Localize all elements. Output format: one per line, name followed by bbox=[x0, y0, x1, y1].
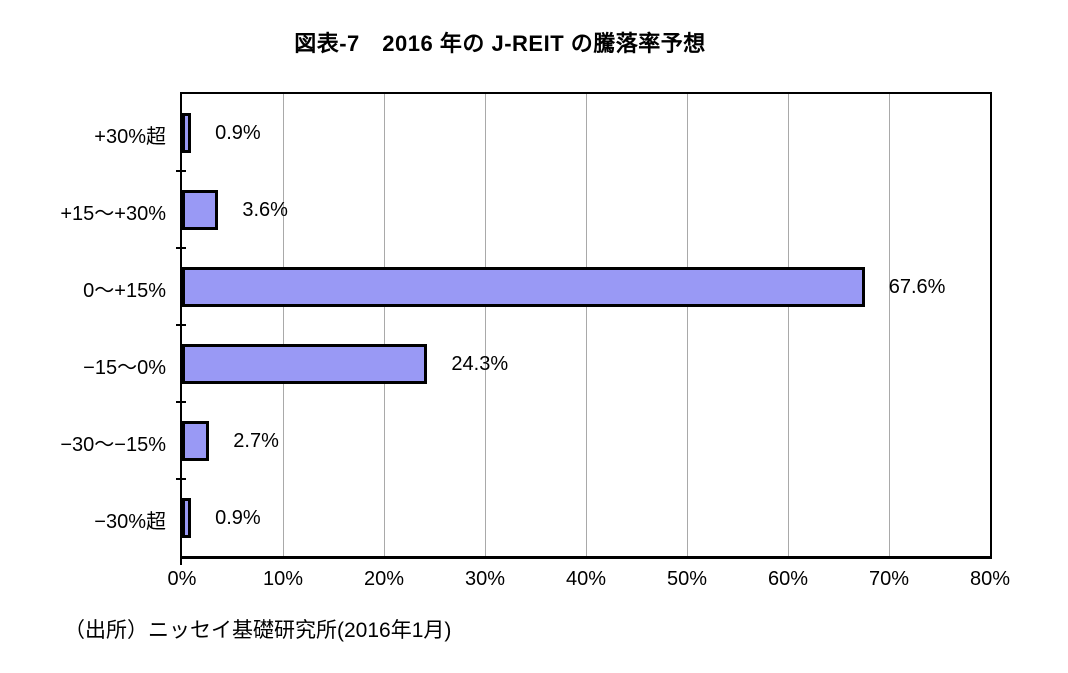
bar-value-label: 67.6% bbox=[888, 275, 946, 298]
bar bbox=[182, 420, 210, 461]
x-tick-label: 70% bbox=[868, 568, 910, 590]
bar-value-label: 2.7% bbox=[233, 429, 279, 452]
source-note: （出所）ニッセイ基礎研究所(2016年1月) bbox=[64, 619, 452, 642]
bar-value-label: 0.9% bbox=[215, 121, 261, 144]
category-label: −30〜−15% bbox=[60, 433, 166, 456]
y-axis-tick bbox=[176, 401, 186, 403]
x-axis-origin-tick bbox=[180, 559, 182, 565]
x-tick-label: 60% bbox=[767, 568, 809, 590]
gridline bbox=[383, 94, 385, 556]
bar-value-label: 3.6% bbox=[242, 198, 288, 221]
x-tick-label: 10% bbox=[262, 568, 304, 590]
x-tick-label: 20% bbox=[363, 568, 405, 590]
gridline bbox=[888, 94, 890, 556]
bar bbox=[182, 189, 219, 230]
category-label: +15〜+30% bbox=[60, 202, 166, 225]
y-axis-tick bbox=[176, 170, 186, 172]
gridline bbox=[484, 94, 486, 556]
gridline bbox=[787, 94, 789, 556]
y-axis-tick bbox=[176, 324, 186, 326]
category-label: 0〜+15% bbox=[83, 279, 166, 302]
x-tick-label: 40% bbox=[565, 568, 607, 590]
category-label: −30%超 bbox=[94, 510, 166, 533]
bar bbox=[182, 112, 192, 153]
bar bbox=[182, 497, 192, 538]
y-axis-tick bbox=[176, 478, 186, 480]
chart-title: 図表-7 2016 年の J-REIT の騰落率予想 bbox=[294, 31, 706, 56]
bar-value-label: 0.9% bbox=[215, 506, 261, 529]
plot-area: 0.9% 3.6% 67.6% 24.3% 2.7% 0.9% bbox=[180, 92, 992, 559]
gridline bbox=[686, 94, 688, 556]
y-axis-tick bbox=[176, 247, 186, 249]
category-label: −15〜0% bbox=[83, 356, 166, 379]
category-label: +30%超 bbox=[94, 125, 166, 148]
gridline bbox=[282, 94, 284, 556]
bar-value-label: 24.3% bbox=[451, 352, 509, 375]
bar bbox=[182, 343, 428, 384]
x-tick-label: 80% bbox=[969, 568, 1011, 590]
gridline bbox=[585, 94, 587, 556]
x-tick-label: 30% bbox=[464, 568, 506, 590]
bar bbox=[182, 266, 865, 307]
x-tick-label: 0% bbox=[167, 568, 197, 590]
x-tick-label: 50% bbox=[666, 568, 708, 590]
